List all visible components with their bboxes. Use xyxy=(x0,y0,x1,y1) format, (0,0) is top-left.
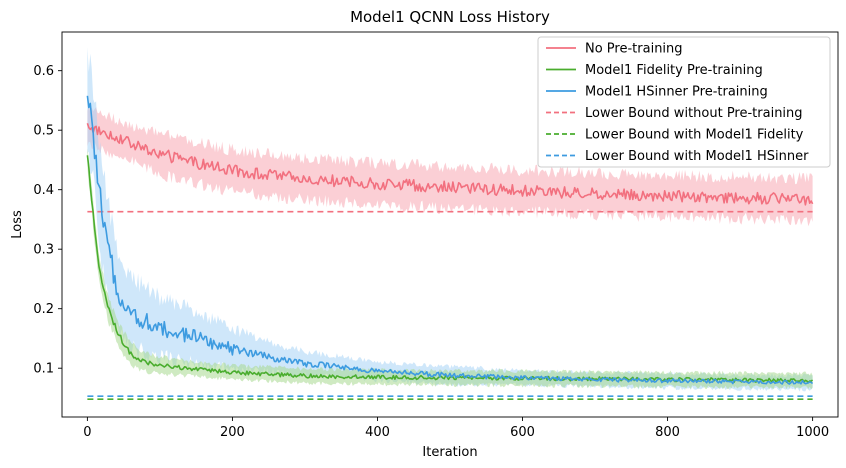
legend-label: Lower Bound without Pre-training xyxy=(585,106,803,121)
legend-label: Lower Bound with Model1 HSinner xyxy=(585,149,809,164)
legend-label: Model1 Fidelity Pre-training xyxy=(585,63,763,78)
legend-box xyxy=(537,36,831,168)
y-tick-label: 0.4 xyxy=(33,183,54,198)
y-tick-label: 0.2 xyxy=(33,302,54,317)
band-0 xyxy=(87,105,813,227)
x-tick-label: 200 xyxy=(220,425,245,440)
x-tick-label: 400 xyxy=(365,425,390,440)
y-tick-label: 0.6 xyxy=(33,64,54,79)
plot-frame xyxy=(61,31,839,418)
series-line-2 xyxy=(86,95,814,385)
x-tick-label: 0 xyxy=(83,425,91,440)
chart-title: Model1 QCNN Loss History xyxy=(350,8,550,26)
x-axis-ticks: 0 200 400 600 800 1000 xyxy=(83,417,829,440)
y-axis-title: Loss xyxy=(10,210,25,239)
x-axis-title: Iteration xyxy=(422,445,477,460)
band-2 xyxy=(87,47,813,392)
legend-label: Model1 HSinner Pre-training xyxy=(585,85,768,100)
confidence-bands xyxy=(87,47,813,392)
x-tick-label: 1000 xyxy=(796,425,829,440)
band-1 xyxy=(87,148,813,390)
x-tick-label: 600 xyxy=(510,425,535,440)
x-tick-label: 800 xyxy=(655,425,680,440)
legend-label: Lower Bound with Model1 Fidelity xyxy=(585,128,804,143)
y-tick-label: 0.5 xyxy=(33,124,54,139)
legend-label: No Pre-training xyxy=(585,42,683,57)
series-line-0 xyxy=(86,123,814,206)
series-lines xyxy=(86,95,814,400)
legend: No Pre-training Model1 Fidelity Pre-train… xyxy=(537,36,831,168)
y-tick-label: 0.1 xyxy=(33,362,54,377)
y-tick-label: 0.3 xyxy=(33,243,54,258)
y-axis-ticks: 0.1 0.2 0.3 0.4 0.5 0.6 xyxy=(33,64,62,377)
